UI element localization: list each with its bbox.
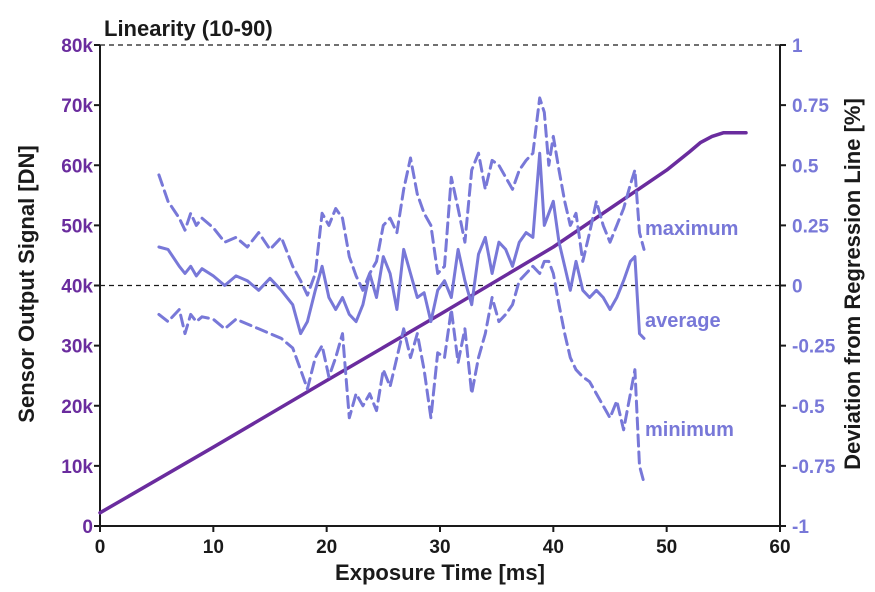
series-label-average: average	[645, 310, 721, 332]
y-right-tick-label: 0.5	[792, 156, 819, 177]
x-tick-label: 50	[656, 537, 677, 558]
series-minimum-line	[157, 259, 646, 485]
x-tick-label: 10	[203, 537, 224, 558]
x-tick-label: 0	[95, 537, 106, 558]
y-right-axis-label: Deviation from Regression Line [%]	[840, 98, 865, 470]
series-group	[98, 96, 748, 515]
series-label-maximum: maximum	[645, 218, 738, 240]
reference-lines	[100, 44, 780, 287]
y-right-tick-label: -0.5	[792, 397, 825, 418]
y-right-tick-label: 1	[792, 36, 803, 57]
y-left-tick-label: 60k	[61, 156, 93, 177]
series-labels: maximum average minimum	[645, 218, 738, 441]
series-average-line	[157, 151, 646, 340]
y-left-tick-label: 40k	[61, 277, 93, 298]
y-right-tick-label: -1	[792, 517, 809, 538]
y-right-tick-label: 0.25	[792, 216, 829, 237]
y-left-tick-label: 30k	[61, 337, 93, 358]
x-tick-label: 20	[316, 537, 337, 558]
y-left-tick-label: 80k	[61, 36, 93, 57]
y-right-tick-label: -0.75	[792, 457, 836, 478]
chart-title: Linearity (10-90)	[104, 16, 273, 41]
x-axis-label: Exposure Time [ms]	[335, 560, 545, 585]
y-left-tick-label: 70k	[61, 96, 93, 117]
y-left-tick-label: 20k	[61, 397, 93, 418]
series-signal-line	[98, 131, 748, 515]
y-left-axis-label: Sensor Output Signal [DN]	[14, 145, 39, 422]
y-right-tick-label: -0.25	[792, 337, 836, 358]
x-tick-label: 40	[543, 537, 564, 558]
y-left-tick-label: 10k	[61, 457, 93, 478]
y-left-tick-label: 0	[82, 517, 93, 538]
series-label-minimum: minimum	[645, 419, 734, 441]
y-left-tick-label: 50k	[61, 216, 93, 237]
y-right-tick-label: 0	[792, 277, 803, 298]
x-tick-label: 30	[429, 537, 450, 558]
y-right-tick-label: 0.75	[792, 96, 829, 117]
x-tick-label: 60	[769, 537, 790, 558]
series-maximum-line	[157, 96, 646, 297]
